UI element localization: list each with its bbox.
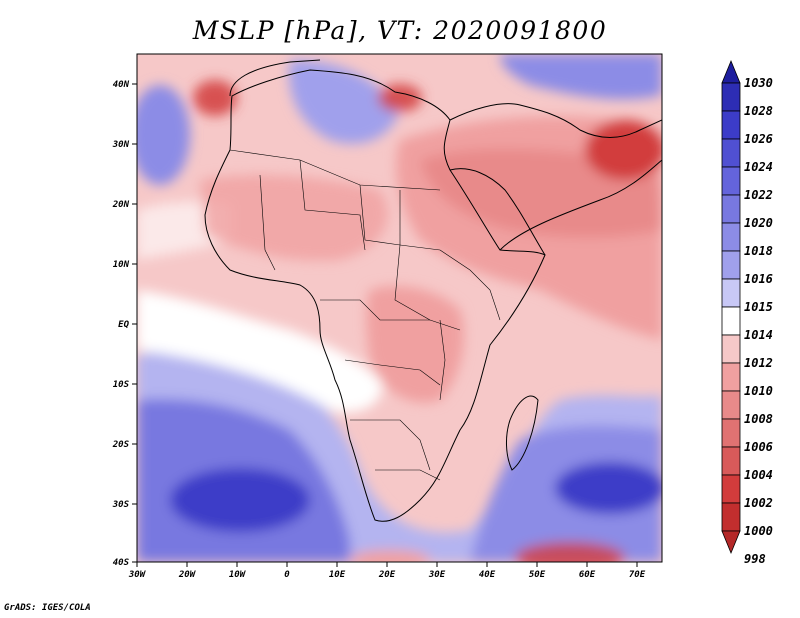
y-tick-label: 40S bbox=[113, 558, 130, 568]
y-tick-label: 20N bbox=[112, 200, 130, 210]
low-sahel bbox=[200, 174, 388, 261]
y-tick-label: 10S bbox=[113, 380, 130, 390]
border-chad-sudan bbox=[359, 184, 441, 251]
border-ethiopia-kenya bbox=[439, 249, 501, 321]
high-azores-west bbox=[137, 85, 190, 185]
y-tick-label: 40N bbox=[113, 80, 130, 90]
high-indian-core bbox=[555, 462, 662, 514]
colorbar-segment bbox=[721, 138, 741, 168]
y-tick-label: 30S bbox=[112, 500, 130, 510]
arabia-south-coast bbox=[499, 159, 662, 251]
x-tick-label: 70E bbox=[629, 570, 646, 580]
x-axis-labels: 30W 20W 10W 0 10E 20E 30E 40E 50E 60E 70… bbox=[128, 570, 646, 580]
x-tick-label: 40E bbox=[479, 570, 496, 580]
y-axis-labels: 40N 30N 20N 10N EQ 10S 20S 30S 40S bbox=[112, 80, 130, 568]
colorbar-segment bbox=[721, 362, 741, 392]
colorbar-segment bbox=[721, 250, 741, 280]
middle-east-coast bbox=[449, 103, 662, 138]
y-tick-label: 10N bbox=[113, 260, 130, 270]
colorbar: 1030 1028 1026 1024 1022 1020 1018 1016 1015 1014… bbox=[721, 59, 773, 566]
country-borders bbox=[229, 149, 501, 481]
x-tick-label: 30W bbox=[128, 570, 147, 580]
footer-credit: GrADS: IGES/COLA bbox=[4, 603, 91, 613]
x-tick-label: 30E bbox=[428, 570, 446, 580]
x-tick-label: 10E bbox=[329, 570, 346, 580]
border-south-africa bbox=[375, 469, 441, 481]
high-atlantic-core bbox=[170, 468, 310, 532]
map-title: MSLP [hPa], VT: 2020091800 bbox=[192, 16, 608, 45]
neutral-gulf-guinea bbox=[137, 290, 382, 413]
colorbar-label: 1015 bbox=[744, 300, 773, 314]
low-aegean bbox=[378, 84, 422, 112]
x-tick-label: 60E bbox=[579, 570, 596, 580]
colorbar-segment bbox=[721, 110, 741, 140]
border-namibia-botswana bbox=[350, 419, 431, 471]
colorbar-label: 1028 bbox=[744, 104, 773, 118]
high-mediterranean bbox=[289, 60, 400, 144]
colorbar-top-arrow bbox=[721, 59, 741, 84]
colorbar-label: 1018 bbox=[744, 244, 773, 258]
colorbar-segment bbox=[721, 418, 741, 448]
coastlines bbox=[204, 59, 662, 522]
low-canary bbox=[193, 80, 237, 116]
colorbar-label: 1024 bbox=[744, 160, 773, 174]
border-angola-zambia bbox=[344, 359, 441, 386]
colorbar-label: 1000 bbox=[744, 524, 773, 538]
x-tick-label: 20W bbox=[178, 570, 197, 580]
colorbar-label: 1004 bbox=[744, 468, 773, 482]
madagascar-coastline bbox=[506, 395, 539, 471]
colorbar-label: 1016 bbox=[744, 272, 773, 286]
border-sahara-north bbox=[229, 149, 441, 191]
red-sea-coast bbox=[449, 168, 546, 256]
colorbar-segment bbox=[721, 166, 741, 196]
colorbar-segment bbox=[721, 222, 741, 252]
colorbar-label: 1026 bbox=[744, 132, 773, 146]
high-northeast bbox=[500, 54, 662, 100]
border-niger bbox=[299, 159, 366, 251]
x-tick-label: 0 bbox=[284, 570, 290, 580]
colorbar-segment bbox=[721, 474, 741, 504]
colorbar-label: 1012 bbox=[744, 356, 773, 370]
colorbar-label: 1030 bbox=[744, 76, 773, 90]
plot-frame bbox=[136, 53, 663, 563]
colorbar-label: 1010 bbox=[744, 384, 773, 398]
axis-tick-marks bbox=[132, 83, 638, 567]
y-tick-label: 20S bbox=[112, 440, 130, 450]
colorbar-label: 1002 bbox=[744, 496, 773, 510]
colorbar-segment bbox=[721, 502, 741, 532]
x-tick-label: 50E bbox=[529, 570, 546, 580]
africa-coastline bbox=[204, 69, 546, 522]
low-central-africa bbox=[366, 286, 464, 403]
colorbar-segment bbox=[721, 446, 741, 476]
pressure-field bbox=[137, 54, 662, 562]
low-south-atlantic bbox=[350, 550, 430, 562]
colorbar-segment bbox=[721, 82, 741, 112]
colorbar-segment bbox=[721, 390, 741, 420]
y-tick-label: 30N bbox=[112, 140, 130, 150]
colorbar-label: 1022 bbox=[744, 188, 773, 202]
colorbar-label: 1014 bbox=[744, 328, 773, 342]
iberia-coast bbox=[229, 59, 321, 97]
colorbar-bottom-arrow bbox=[721, 530, 741, 555]
border-congo-north bbox=[320, 299, 461, 331]
low-south-indian bbox=[515, 542, 625, 562]
y-tick-label: EQ bbox=[118, 320, 129, 330]
low-iran-core bbox=[585, 120, 662, 180]
border-rift-lakes bbox=[439, 319, 446, 401]
colorbar-segment bbox=[721, 306, 741, 336]
x-tick-label: 20E bbox=[378, 570, 396, 580]
colorbar-segment bbox=[721, 278, 741, 308]
colorbar-label: 1020 bbox=[744, 216, 773, 230]
border-sudan bbox=[394, 190, 431, 321]
border-mali bbox=[259, 174, 276, 271]
colorbar-label: 998 bbox=[744, 552, 766, 566]
colorbar-label: 1008 bbox=[744, 412, 773, 426]
x-tick-label: 10W bbox=[229, 570, 247, 580]
colorbar-segment bbox=[721, 194, 741, 224]
colorbar-segment bbox=[721, 334, 741, 364]
colorbar-label: 1006 bbox=[744, 440, 773, 454]
